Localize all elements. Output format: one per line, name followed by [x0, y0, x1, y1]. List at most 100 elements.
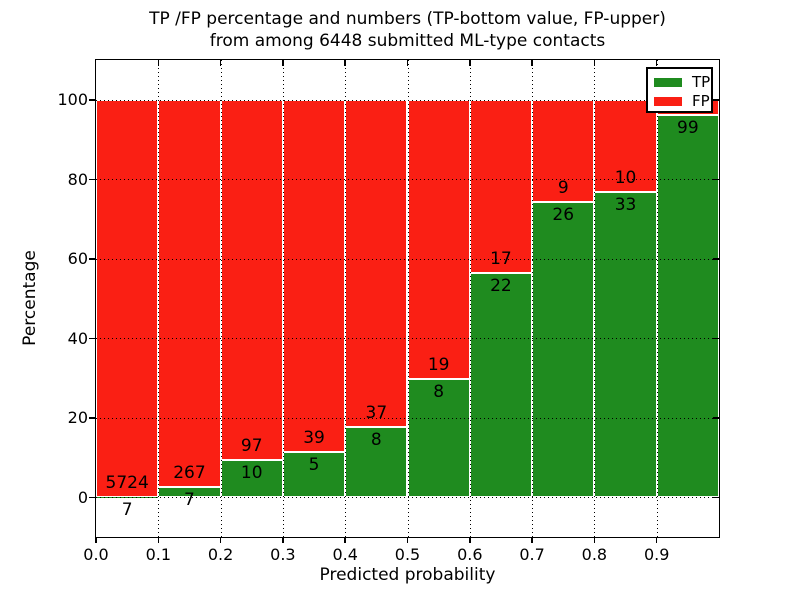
bar-segment-fp	[345, 99, 408, 427]
x-gridline	[469, 60, 471, 537]
tp-count-label: 10	[240, 463, 263, 484]
x-tick-label: 0.5	[394, 545, 421, 564]
tp-count-label: 8	[370, 429, 382, 450]
bar-segment-fp	[96, 99, 159, 497]
bar-segment-tp	[345, 426, 408, 498]
y-tick-mark	[713, 496, 719, 498]
x-tick-mark	[531, 60, 533, 66]
x-gridline	[594, 60, 596, 537]
fp-count-label: 17	[490, 249, 512, 270]
fp-count-label: 267	[173, 463, 206, 484]
x-gridline	[656, 60, 658, 537]
x-tick-mark	[531, 537, 533, 543]
y-tick-mark	[713, 337, 719, 339]
bar-segment-fp	[282, 99, 346, 453]
x-tick-mark	[282, 60, 284, 66]
x-gridline	[220, 60, 222, 537]
y-tick-label: 0	[77, 487, 88, 507]
x-tick-mark	[219, 60, 222, 66]
x-gridline	[158, 60, 160, 537]
x-tick-label: 0.6	[457, 545, 483, 564]
tp-swatch-icon	[654, 78, 682, 87]
fp-count-label: 10	[614, 168, 637, 189]
bar-segment-fp	[594, 99, 657, 193]
bar-segment-tp	[594, 192, 657, 498]
x-tick-mark	[406, 60, 409, 66]
x-gridline	[407, 60, 409, 537]
y-tick-label: 20	[67, 408, 88, 428]
legend-label-tp: TP	[692, 73, 711, 91]
fp-count-label: 19	[427, 355, 450, 376]
fp-swatch-icon	[654, 97, 682, 106]
x-tick-mark	[469, 537, 471, 543]
x-tick-mark	[344, 537, 346, 543]
y-tick-label: 100	[57, 90, 88, 110]
bar-segment-fp	[158, 99, 221, 488]
legend-item-fp: FP	[654, 92, 711, 111]
x-tick-label: 0.3	[270, 545, 296, 564]
plot-area: 5724 7 267 7 97 10 39 5 37 8 19 8 17 22 9 26 10 33 99 0 20 40…	[57, 59, 720, 564]
bar-segment-tp	[282, 452, 346, 498]
x-tick-mark	[469, 60, 471, 66]
x-tick-label: 0.1	[145, 545, 172, 564]
x-tick-mark	[406, 537, 409, 543]
x-tick-mark	[344, 60, 346, 66]
tp-count-label: 26	[552, 204, 575, 225]
bar-segment-tp	[407, 379, 470, 498]
x-gridline	[282, 60, 284, 537]
tp-count-label: 8	[433, 382, 445, 403]
bar-segment-fp	[469, 99, 533, 274]
legend-item-tp: TP	[654, 73, 711, 92]
x-gridline	[532, 60, 534, 537]
y-tick-mark	[88, 417, 95, 419]
y-tick-mark	[713, 178, 719, 180]
tp-count-label: 7	[121, 499, 133, 520]
x-tick-label: 0.4	[332, 545, 358, 564]
bar-segment-tp	[220, 460, 283, 498]
x-tick-mark	[157, 60, 160, 66]
fp-count-label: 9	[557, 177, 569, 198]
bar-segment-fp	[532, 99, 595, 202]
bar-segment-tp	[656, 115, 719, 498]
y-tick-label: 40	[67, 328, 88, 348]
bar-segment-tp	[469, 273, 533, 498]
x-tick-mark	[282, 537, 284, 543]
fp-count-label: 97	[240, 436, 263, 457]
x-tick-mark	[655, 60, 658, 66]
x-tick-label: 0.8	[581, 545, 608, 564]
y-tick-mark	[713, 417, 719, 419]
x-tick-mark	[593, 537, 596, 543]
x-tick-mark	[219, 537, 222, 543]
x-tick-label: 0.7	[519, 545, 545, 564]
y-tick-label: 60	[67, 249, 88, 269]
chart-title-line1: TP /FP percentage and numbers (TP-bottom…	[149, 9, 666, 29]
x-tick-label: 0.0	[83, 545, 109, 564]
fp-count-label: 39	[303, 428, 325, 449]
y-tick-mark	[88, 99, 95, 101]
x-tick-mark	[593, 60, 596, 66]
fp-count-label: 37	[365, 402, 388, 423]
y-tick-label: 80	[67, 169, 88, 189]
x-gridline	[345, 60, 347, 537]
bar-segment-tp	[532, 201, 595, 498]
y-tick-mark	[88, 258, 95, 260]
y-axis-label: Percentage	[20, 250, 40, 346]
y-tick-mark	[713, 99, 719, 101]
bar-segment-fp	[407, 99, 470, 380]
chart-title: TP /FP percentage and numbers (TP-bottom…	[96, 8, 719, 52]
y-tick-mark	[88, 178, 95, 180]
x-tick-mark	[655, 537, 658, 543]
x-tick-mark	[95, 537, 97, 543]
y-tick-mark	[88, 337, 95, 339]
x-tick-label: 0.9	[643, 545, 670, 564]
tp-count-label: 5	[308, 455, 320, 476]
tp-count-label: 99	[677, 118, 699, 139]
x-tick-mark	[157, 537, 160, 543]
x-tick-label: 0.2	[207, 545, 234, 564]
bar-segment-fp	[220, 99, 283, 461]
legend-label-fp: FP	[692, 92, 710, 110]
fp-count-label: 5724	[105, 472, 149, 493]
x-axis-label: Predicted probability	[319, 565, 496, 585]
chart-title-line2: from among 6448 submitted ML-type contac…	[209, 31, 606, 51]
